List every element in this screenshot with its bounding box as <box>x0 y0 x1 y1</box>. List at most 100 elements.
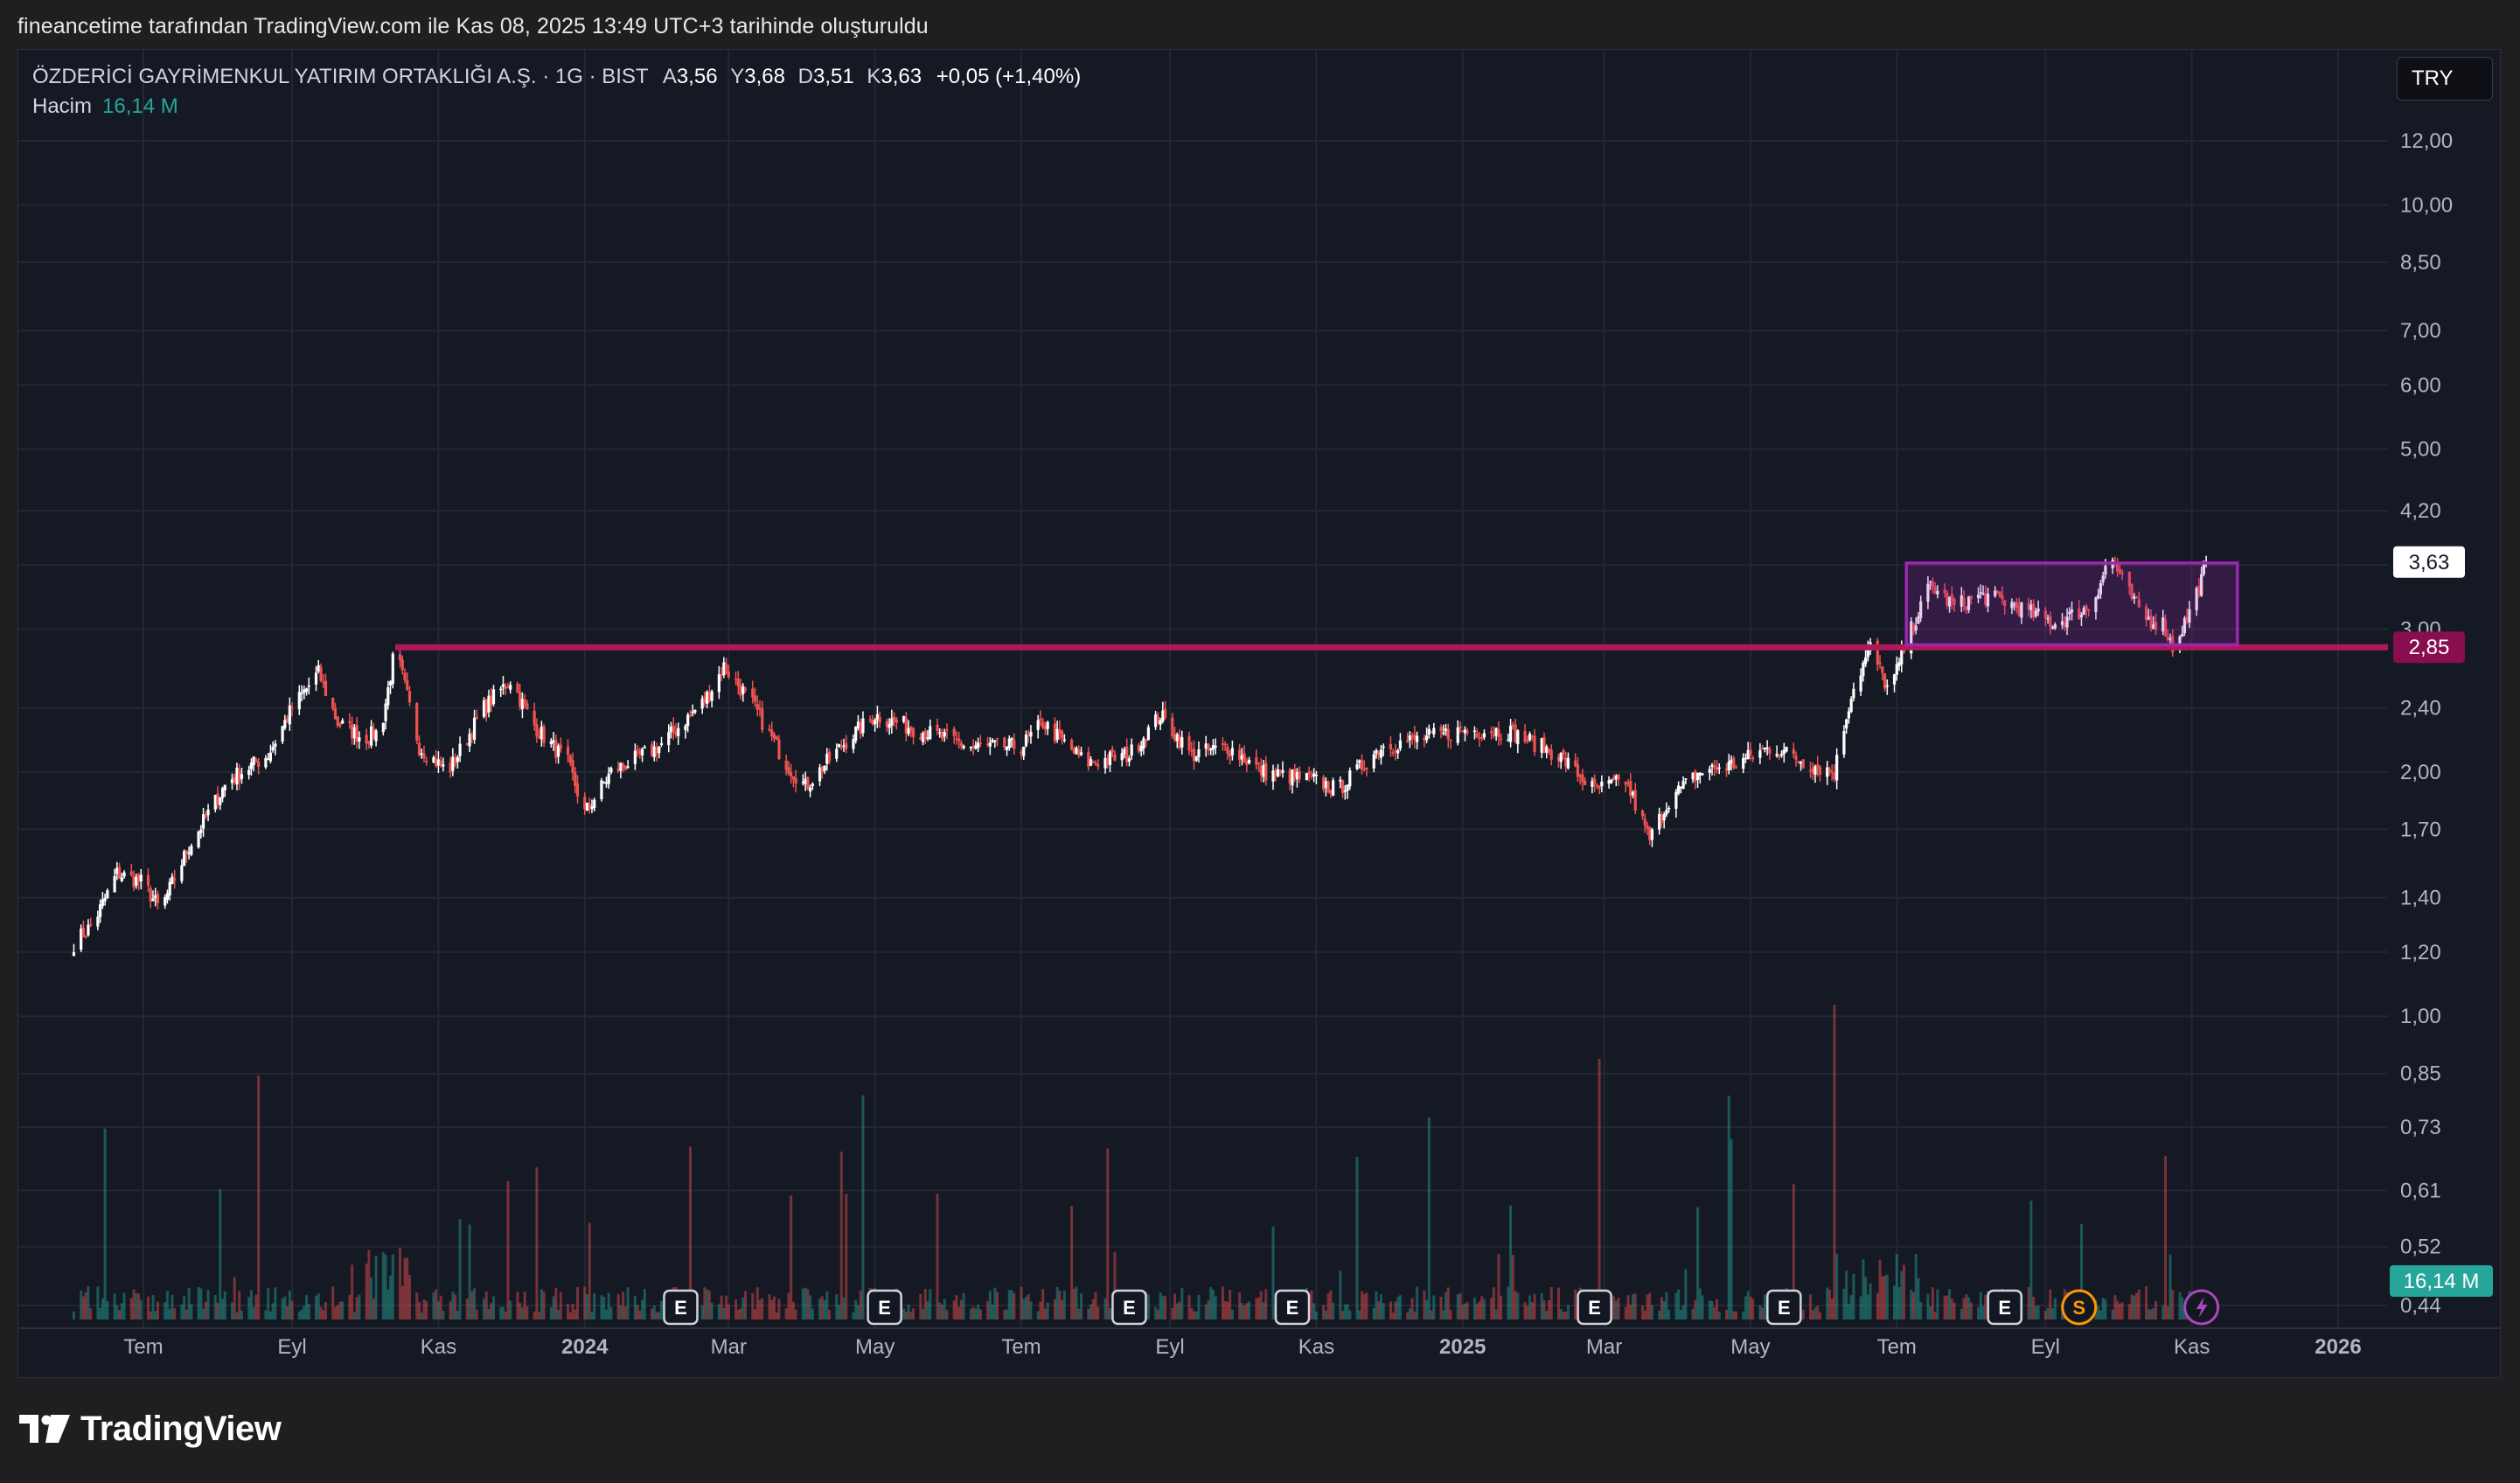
candle-body <box>1295 771 1299 780</box>
earnings-event-icon[interactable] <box>1111 1289 1147 1326</box>
volume-bar <box>516 1292 519 1319</box>
volume-bar <box>919 1293 922 1319</box>
earnings-event-icon[interactable] <box>1274 1289 1311 1326</box>
volume-bar <box>1967 1297 1971 1319</box>
volume-bar <box>604 1309 608 1319</box>
price-tick-label: 6,00 <box>2400 373 2441 397</box>
symbol-title[interactable]: ÖZDERİCİ GAYRİMENKUL YATIRIM ORTAKLIĞI A… <box>32 65 649 88</box>
volume-bar <box>432 1292 435 1319</box>
support-price-label: 2,85 <box>2409 636 2450 659</box>
candle-body <box>1792 748 1795 755</box>
candle-body <box>2049 616 2052 627</box>
candle-body <box>566 746 570 755</box>
candle-body <box>355 724 359 742</box>
candle-body <box>264 757 268 768</box>
tradingview-logo-icon <box>19 1414 70 1443</box>
volume-bar <box>1869 1283 1872 1319</box>
candle-body <box>1943 588 1946 594</box>
candle-body <box>1461 730 1465 733</box>
candle-body <box>1708 769 1711 773</box>
earnings-event-icon[interactable] <box>1766 1289 1802 1326</box>
candle-body <box>1701 773 1704 776</box>
candle-body <box>955 738 958 740</box>
volume-bar <box>655 1312 658 1319</box>
candle-body <box>1139 746 1143 752</box>
candle-body <box>358 737 361 742</box>
volume-bar <box>391 1254 394 1319</box>
volume-bar <box>993 1287 997 1319</box>
volume-bar <box>1727 1096 1730 1319</box>
volume-bar <box>288 1290 291 1319</box>
volume-bar <box>1164 1296 1167 1319</box>
candle-body <box>1094 762 1097 765</box>
candle-body <box>84 936 87 937</box>
volume-bar <box>1744 1296 1747 1319</box>
candle-body <box>1775 754 1779 756</box>
split-event-icon[interactable] <box>2061 1289 2098 1326</box>
volume-bar <box>1612 1296 1616 1319</box>
earnings-event-icon[interactable] <box>1577 1289 1612 1326</box>
candle-body <box>303 689 306 693</box>
drawings <box>395 561 2388 651</box>
tradingview-logo[interactable]: TradingView <box>19 1410 282 1449</box>
candle-body <box>672 725 675 733</box>
candle-body <box>962 746 965 748</box>
earnings-event-icon[interactable] <box>867 1289 902 1326</box>
candle-body <box>2202 563 2205 574</box>
candle-body <box>487 695 491 713</box>
volume-bar <box>607 1292 610 1319</box>
earnings-event-icon[interactable] <box>663 1289 699 1326</box>
candle-body <box>1730 759 1733 763</box>
volume-bar <box>2161 1305 2165 1319</box>
candle-body <box>1665 810 1668 815</box>
volume-bar <box>542 1292 546 1319</box>
volume-bar <box>1562 1312 1565 1319</box>
candle-body <box>348 721 352 724</box>
candle-body <box>2163 619 2168 637</box>
candle-body <box>2029 604 2033 610</box>
candle-body <box>472 717 477 741</box>
volume-bar <box>331 1286 335 1319</box>
volume-bar <box>1950 1298 1953 1319</box>
volume-bar <box>520 1307 524 1319</box>
volume-bar <box>1852 1273 1855 1319</box>
candle-body <box>406 679 409 690</box>
price-chart[interactable]: E E E E E E E S 12,00 10,00 8,50 7,00 6,00 5,00 4,20 3… <box>18 50 2501 1378</box>
currency-button[interactable]: TRY <box>2397 57 2493 101</box>
candle-body <box>1607 780 1611 784</box>
volume-bar <box>1691 1308 1695 1319</box>
candle-body <box>1969 595 1973 600</box>
candle-body <box>1782 749 1786 755</box>
candle-body <box>285 718 289 722</box>
volume-bar <box>926 1300 929 1319</box>
candle-body <box>1423 738 1426 741</box>
candle-body <box>2053 623 2057 629</box>
candle-body <box>1326 781 1330 792</box>
candle-body <box>96 916 100 927</box>
earnings-event-icon[interactable] <box>1987 1289 2022 1326</box>
candle-body <box>1062 739 1066 742</box>
candle-body <box>585 802 589 811</box>
candle-body <box>1768 748 1772 754</box>
volume-bar <box>81 1296 85 1319</box>
candle-body <box>274 743 277 747</box>
chart-panel[interactable]: E E E E E E E S 12,00 10,00 8,50 7,00 6,00 5,00 4,20 3… <box>17 49 2501 1378</box>
volume-bar <box>1259 1291 1263 1319</box>
grid <box>18 50 2388 1328</box>
volume-bar <box>151 1294 155 1319</box>
candle-body <box>1372 754 1375 769</box>
candle-body <box>1475 733 1479 738</box>
candle-body <box>1340 780 1345 794</box>
candle-body <box>1528 734 1532 741</box>
volume-bar <box>971 1306 975 1319</box>
candle-body <box>154 895 157 899</box>
candle-body <box>516 683 519 693</box>
volume-bar <box>252 1306 255 1319</box>
candle-body <box>165 893 170 901</box>
volume-bar <box>206 1290 210 1319</box>
candle-body <box>1472 730 1477 733</box>
time-tick-label: May <box>1730 1335 1770 1359</box>
open-value: 3,56 <box>676 65 718 88</box>
candle-body <box>1936 590 1939 595</box>
candle-body <box>1547 748 1551 752</box>
